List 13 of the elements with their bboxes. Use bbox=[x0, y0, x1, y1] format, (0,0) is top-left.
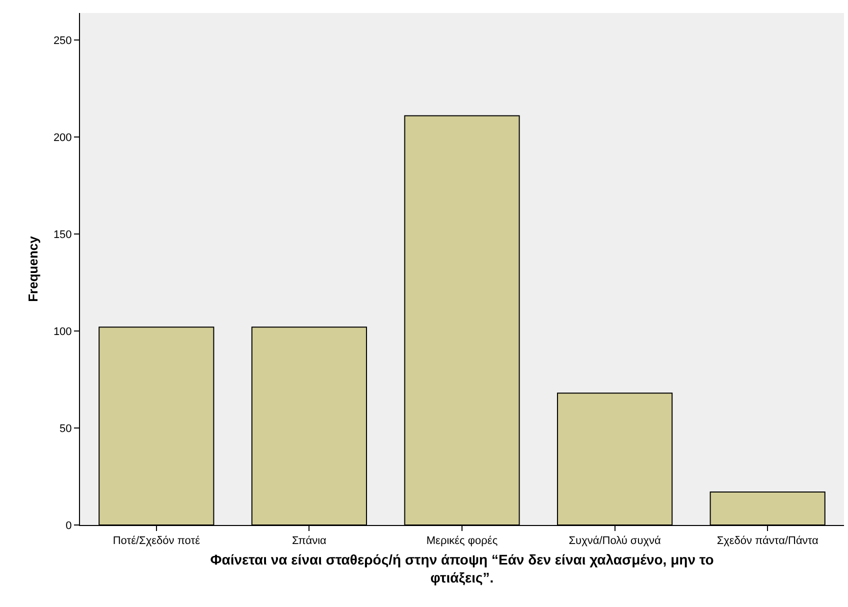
y-tick-label: 50 bbox=[60, 422, 72, 435]
y-tick-label: 0 bbox=[66, 520, 72, 532]
x-tick-label: Μερικές φορές bbox=[426, 535, 498, 548]
y-tick-label: 200 bbox=[53, 132, 72, 144]
y-tick-label: 250 bbox=[53, 35, 72, 47]
x-tick-label: Συχνά/Πολύ συχνά bbox=[568, 535, 662, 548]
x-tick-label: Ποτέ/Σχεδόν ποτέ bbox=[112, 535, 200, 548]
y-tick-label: 150 bbox=[53, 228, 72, 241]
x-tick-label: Σχεδόν πάντα/Πάντα bbox=[716, 535, 819, 548]
y-axis-title: Frequency bbox=[25, 235, 40, 302]
x-tick-label: Σπάνια bbox=[292, 535, 328, 548]
x-axis-title: Φαίνεται να είναι σταθερός/ή στην άποψη “Εάν δεν είναι χαλασμένο, μην το φτιάξεις”. bbox=[210, 552, 714, 586]
y-tick-label: 100 bbox=[53, 326, 72, 338]
